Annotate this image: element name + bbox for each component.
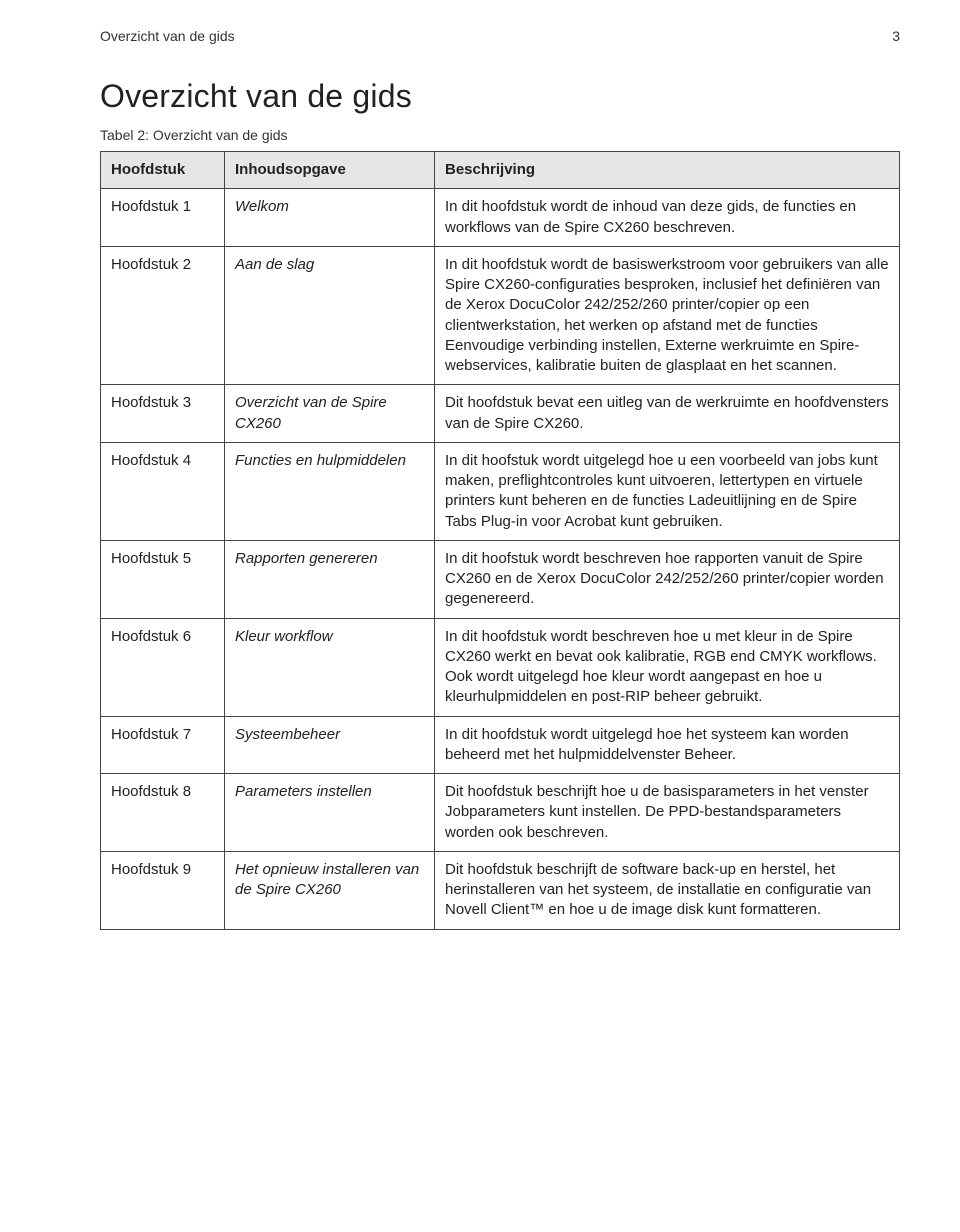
cell-description: Dit hoofdstuk beschrijft de software bac… [435, 851, 900, 929]
table-row: Hoofdstuk 9 Het opnieuw installeren van … [101, 851, 900, 929]
table-row: Hoofdstuk 8 Parameters instellen Dit hoo… [101, 774, 900, 852]
cell-topic: Overzicht van de Spire CX260 [225, 385, 435, 443]
table-row: Hoofdstuk 6 Kleur workflow In dit hoofds… [101, 618, 900, 716]
cell-chapter: Hoofdstuk 5 [101, 540, 225, 618]
cell-chapter: Hoofdstuk 6 [101, 618, 225, 716]
cell-topic: Systeembeheer [225, 716, 435, 774]
cell-description: Dit hoofdstuk beschrijft hoe u de basisp… [435, 774, 900, 852]
cell-chapter: Hoofdstuk 2 [101, 246, 225, 385]
cell-topic: Aan de slag [225, 246, 435, 385]
cell-topic: Rapporten genereren [225, 540, 435, 618]
cell-description: In dit hoofstuk wordt beschreven hoe rap… [435, 540, 900, 618]
cell-chapter: Hoofdstuk 3 [101, 385, 225, 443]
section-title: Overzicht van de gids [100, 78, 900, 115]
cell-description: In dit hoofdstuk wordt de basiswerkstroo… [435, 246, 900, 385]
cell-chapter: Hoofdstuk 9 [101, 851, 225, 929]
table-caption: Tabel 2: Overzicht van de gids [100, 127, 900, 143]
table-row: Hoofdstuk 7 Systeembeheer In dit hoofdst… [101, 716, 900, 774]
cell-topic: Parameters instellen [225, 774, 435, 852]
cell-description: In dit hoofdstuk wordt uitgelegd hoe het… [435, 716, 900, 774]
cell-description: Dit hoofdstuk bevat een uitleg van de we… [435, 385, 900, 443]
cell-topic: Welkom [225, 189, 435, 247]
table-row: Hoofdstuk 3 Overzicht van de Spire CX260… [101, 385, 900, 443]
table-row: Hoofdstuk 2 Aan de slag In dit hoofdstuk… [101, 246, 900, 385]
running-head: Overzicht van de gids 3 [100, 28, 900, 44]
table-header-chapter: Hoofdstuk [101, 152, 225, 189]
cell-description: In dit hoofstuk wordt uitgelegd hoe u ee… [435, 442, 900, 540]
cell-chapter: Hoofdstuk 7 [101, 716, 225, 774]
cell-chapter: Hoofdstuk 8 [101, 774, 225, 852]
running-head-left: Overzicht van de gids [100, 28, 235, 44]
table-row: Hoofdstuk 1 Welkom In dit hoofdstuk word… [101, 189, 900, 247]
running-head-page-number: 3 [892, 28, 900, 44]
table-header-topic: Inhoudsopgave [225, 152, 435, 189]
guide-overview-table: Hoofdstuk Inhoudsopgave Beschrijving Hoo… [100, 151, 900, 930]
table-header-description: Beschrijving [435, 152, 900, 189]
cell-topic: Het opnieuw installeren van de Spire CX2… [225, 851, 435, 929]
cell-description: In dit hoofdstuk wordt beschreven hoe u … [435, 618, 900, 716]
table-body: Hoofdstuk 1 Welkom In dit hoofdstuk word… [101, 189, 900, 929]
cell-chapter: Hoofdstuk 1 [101, 189, 225, 247]
table-header-row: Hoofdstuk Inhoudsopgave Beschrijving [101, 152, 900, 189]
cell-topic: Functies en hulpmiddelen [225, 442, 435, 540]
cell-description: In dit hoofdstuk wordt de inhoud van dez… [435, 189, 900, 247]
table-row: Hoofdstuk 5 Rapporten genereren In dit h… [101, 540, 900, 618]
table-row: Hoofdstuk 4 Functies en hulpmiddelen In … [101, 442, 900, 540]
cell-chapter: Hoofdstuk 4 [101, 442, 225, 540]
page: Overzicht van de gids 3 Overzicht van de… [0, 0, 960, 1232]
cell-topic: Kleur workflow [225, 618, 435, 716]
